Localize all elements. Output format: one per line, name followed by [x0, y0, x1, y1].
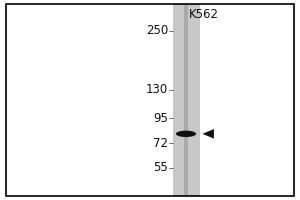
Ellipse shape	[176, 131, 196, 137]
Text: 72: 72	[153, 137, 168, 150]
Polygon shape	[202, 129, 214, 139]
Text: 95: 95	[153, 112, 168, 125]
Bar	[172, 4, 200, 196]
Text: 130: 130	[146, 83, 168, 96]
Text: 55: 55	[153, 161, 168, 174]
Text: 250: 250	[146, 24, 168, 37]
Text: K562: K562	[189, 8, 219, 21]
Bar	[184, 4, 188, 196]
